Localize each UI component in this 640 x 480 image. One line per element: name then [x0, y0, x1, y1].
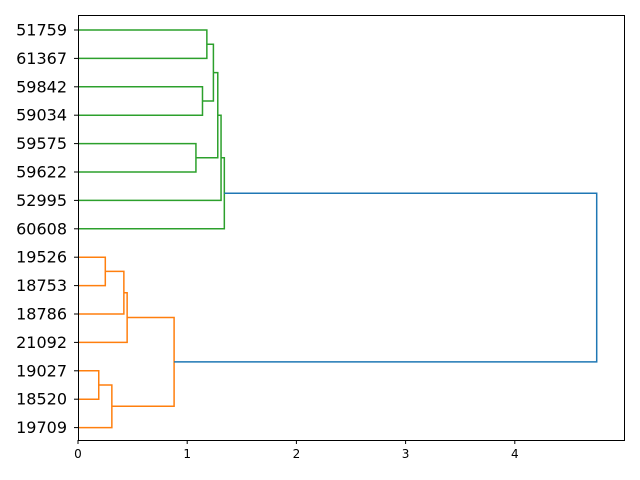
leaf-label: 18786: [16, 305, 67, 324]
x-tick-label: 0: [74, 447, 82, 461]
leaf-labels: 51759 61367 59842 59034 59575 59622 52995 60608…: [16, 21, 78, 437]
leaf-label: 59575: [16, 134, 67, 153]
leaf-label: 51759: [16, 21, 67, 40]
leaf-label: 59622: [16, 163, 67, 182]
dendrogram-links: [78, 29, 598, 429]
leaf-label: 59034: [16, 106, 67, 125]
merge-link-m12: [78, 384, 113, 429]
leaf-label: 19027: [16, 361, 67, 380]
leaf-label: 18753: [16, 276, 67, 295]
leaf-label: 18520: [16, 390, 67, 409]
merge-link-m8: [78, 256, 107, 287]
x-tick-label: 3: [402, 447, 410, 461]
leaf-label: 60608: [16, 219, 67, 238]
merge-link-m3: [202, 43, 215, 102]
x-axis: 0 1 2 3 4: [74, 440, 519, 461]
merge-link-m10: [78, 291, 128, 344]
merge-link-m11: [78, 370, 100, 400]
merge-link-m13: [111, 316, 175, 408]
merge-link-m1: [78, 29, 208, 60]
merge-link-m4: [78, 142, 197, 173]
leaf-label: 21092: [16, 333, 67, 352]
x-tick-label: 2: [293, 447, 301, 461]
leaf-label: 52995: [16, 191, 67, 210]
x-tick-label: 1: [183, 447, 191, 461]
merge-link-m9: [78, 270, 125, 315]
x-tick-label: 4: [511, 447, 519, 461]
leaf-label: 59842: [16, 77, 67, 96]
plot-frame: [78, 15, 625, 441]
leaf-label: 19526: [16, 248, 67, 267]
leaf-label: 19709: [16, 418, 67, 437]
merge-link-m2: [78, 86, 204, 116]
merge-link-m14: [174, 192, 598, 363]
merge-link-m7: [78, 157, 226, 230]
leaf-label: 61367: [16, 49, 67, 68]
